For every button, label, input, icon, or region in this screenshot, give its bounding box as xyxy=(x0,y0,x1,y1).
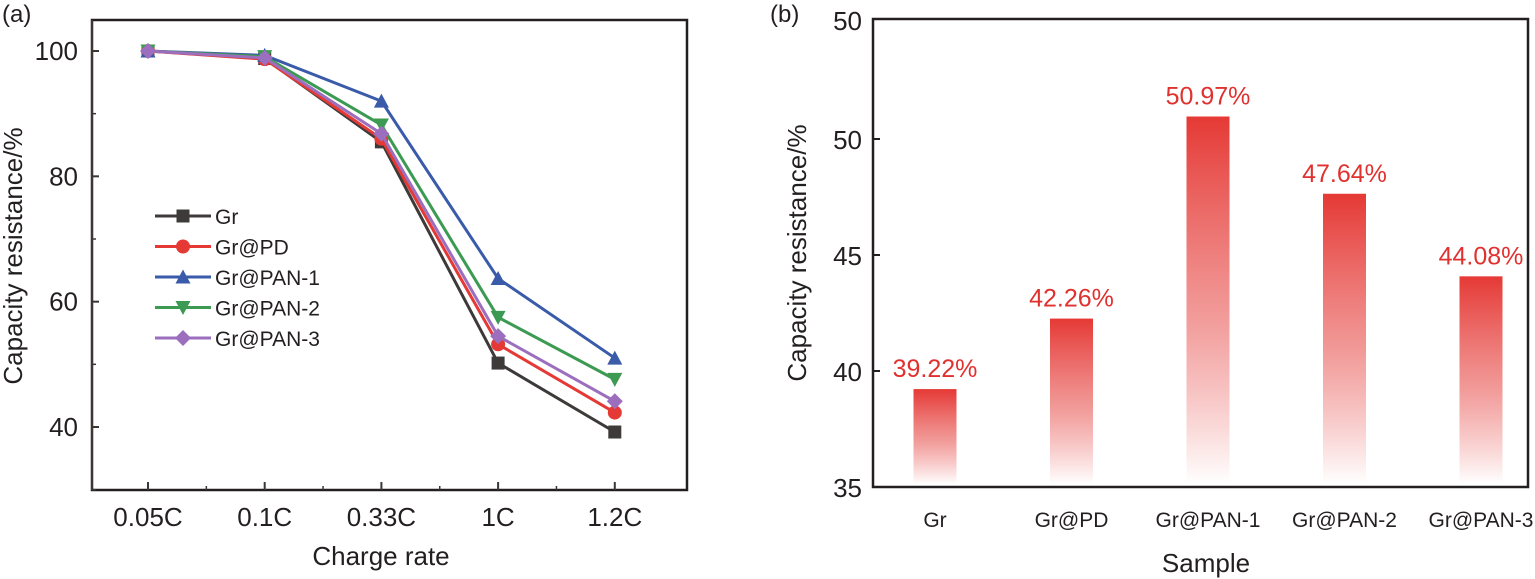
panel-a-y-axis-title: Capacity resistance/% xyxy=(0,127,28,384)
bar-data-label: 50.97% xyxy=(1166,82,1251,110)
legend-label: Gr@PD xyxy=(215,237,289,260)
data-point-diamond xyxy=(373,125,390,142)
panel-a-y-tick-label: 80 xyxy=(49,161,78,191)
panel-a-x-axis: 0.05C 0.1C 0.33C 1C 1.2C xyxy=(113,482,642,532)
panel-a-x-tick-label: 0.05C xyxy=(113,502,182,532)
data-point-triangle-down xyxy=(607,372,623,387)
panel-b-y-tick-label-top: 50 xyxy=(833,6,862,36)
panel-a-y-axis: 40 60 80 100 xyxy=(35,20,99,491)
data-point-square xyxy=(491,356,505,370)
data-point-diamond xyxy=(490,328,507,345)
panel-a-line-chart: (a) 40 60 80 100 0.05C 0.1C 0.33C 1C 1.2C Gr Gr@… xyxy=(0,1,689,571)
panel-b-bar-chart: (b) 50 35 40 45 50 39.22% 42.26% 50.97% 47.64%… xyxy=(770,1,1533,578)
panel-a-label: (a) xyxy=(2,1,31,28)
legend-item: Gr@PD xyxy=(155,237,289,260)
panel-a-y-tick-label: 60 xyxy=(49,287,78,317)
panel-a-y-tick-label: 100 xyxy=(35,36,78,66)
legend-label: Gr@PAN-1 xyxy=(215,267,320,290)
data-point-triangle-down xyxy=(490,310,506,325)
data-point-triangle-down xyxy=(373,118,389,133)
bar-gr-pan-1 xyxy=(1186,116,1230,484)
series-gr-pan-3 xyxy=(140,43,623,410)
data-point-circle xyxy=(607,405,622,420)
legend-label: Gr@PAN-2 xyxy=(215,298,320,321)
panel-b-x-tick-label: Gr@PAN-2 xyxy=(1292,509,1397,532)
panel-b-x-tick-label: Gr xyxy=(923,509,946,532)
data-point-triangle-up xyxy=(490,270,506,285)
data-point-triangle-up xyxy=(607,350,623,365)
bar-gr xyxy=(913,389,957,484)
legend-marker-triangle-up xyxy=(175,269,191,284)
bar-data-label: 39.22% xyxy=(893,355,978,383)
data-point-diamond xyxy=(140,43,156,59)
data-point-triangle-up xyxy=(373,93,389,108)
panel-a-x-tick-label: 0.1C xyxy=(237,502,292,532)
legend-marker-square xyxy=(176,209,190,223)
data-point-diamond xyxy=(606,393,623,410)
panel-a-y-tick-label: 40 xyxy=(49,412,78,442)
legend-marker-circle xyxy=(176,239,190,254)
bar-data-label: 42.26% xyxy=(1029,285,1114,313)
data-point-circle xyxy=(491,337,506,352)
panel-b-x-tick-label: Gr@PAN-1 xyxy=(1156,509,1261,532)
legend-item: Gr xyxy=(155,206,238,229)
panel-b-x-tick-label: Gr@PD xyxy=(1035,509,1109,532)
panel-b-x-axis: Gr Gr@PD Gr@PAN-1 Gr@PAN-2 Gr@PAN-3 xyxy=(923,509,1533,532)
data-point-diamond xyxy=(256,49,273,66)
panel-a-plot-frame xyxy=(90,18,689,492)
bar-gr-pd xyxy=(1050,318,1093,484)
panel-a-x-tick-label: 0.33C xyxy=(347,502,416,532)
panel-a-x-tick-label: 1C xyxy=(481,502,514,532)
bar-data-label: 44.08% xyxy=(1439,242,1524,270)
bar-data-label: 47.64% xyxy=(1302,160,1387,188)
bar-gr-pan-2 xyxy=(1323,193,1366,484)
panel-b-y-axis-title: Capacity resistance/% xyxy=(782,124,812,381)
panel-b-y-tick-label: 45 xyxy=(833,241,862,271)
panel-b-x-axis-title: Sample xyxy=(1162,548,1250,578)
panel-b-x-tick-label: Gr@PAN-3 xyxy=(1429,509,1534,532)
panel-a-x-axis-title: Charge rate xyxy=(312,541,449,571)
series-gr-pan-1 xyxy=(140,43,623,365)
legend-marker-triangle-down xyxy=(175,301,191,315)
panel-b-y-tick-label: 50 xyxy=(833,125,862,155)
panel-b-label: (b) xyxy=(770,1,799,28)
panel-b-y-tick-label: 35 xyxy=(833,473,862,503)
legend-item: Gr@PAN-3 xyxy=(155,328,320,351)
data-point-square xyxy=(608,425,622,439)
legend-label: Gr xyxy=(215,206,238,229)
legend-label: Gr@PAN-3 xyxy=(215,328,320,351)
panel-a-legend: Gr Gr@PD Gr@PAN-1 Gr@PAN-2 Gr@PAN-3 xyxy=(155,206,320,351)
panel-a-series-group xyxy=(140,43,623,439)
panel-b-bars-group: 39.22% 42.26% 50.97% 47.64% 44.08% xyxy=(893,82,1524,484)
legend-marker-diamond xyxy=(175,330,191,346)
panel-a-x-tick-label: 1.2C xyxy=(587,502,642,532)
panel-b-plot-frame xyxy=(871,17,1530,489)
legend-item: Gr@PAN-2 xyxy=(155,298,320,321)
legend-item: Gr@PAN-1 xyxy=(155,267,320,290)
panel-b-y-tick-label: 40 xyxy=(833,357,862,387)
bar-gr-pan-3 xyxy=(1459,276,1503,484)
panel-b-y-axis: 35 40 45 50 xyxy=(833,125,880,503)
